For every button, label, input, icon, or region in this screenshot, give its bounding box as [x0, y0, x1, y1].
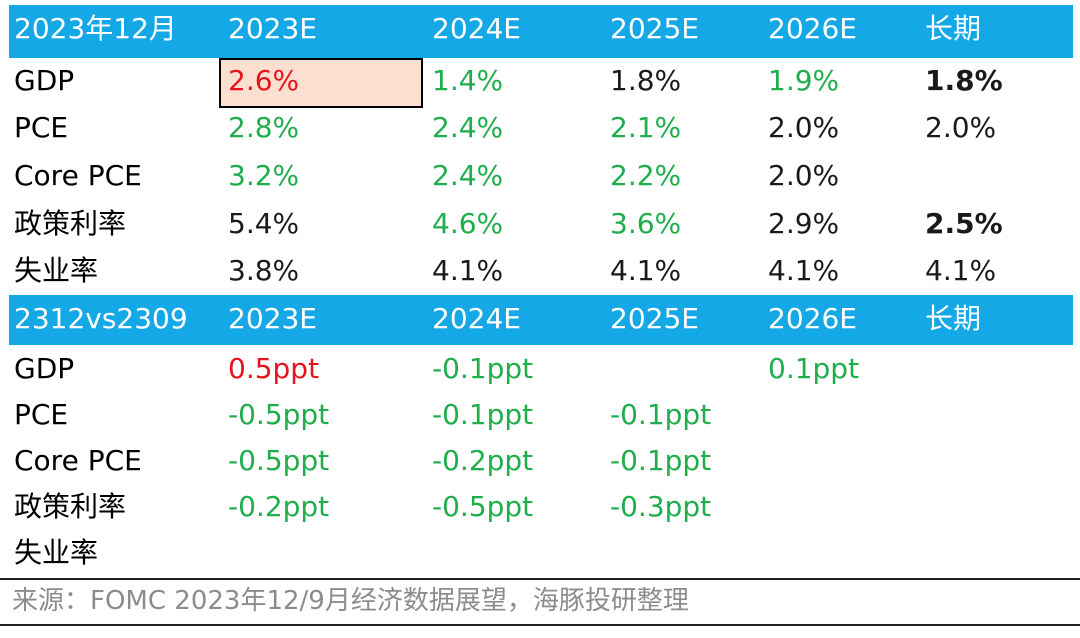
- table1-header-2024e: 2024E: [432, 12, 521, 45]
- table1-unemployment-longrun: 4.1%: [925, 254, 997, 287]
- table1-policy-rate-longrun: 2.5%: [925, 207, 1003, 240]
- table2-core-pce-2024e: -0.2ppt: [432, 444, 534, 477]
- table1-gdp-2023e: 2.6%: [228, 64, 300, 97]
- table1-gdp-longrun: 1.8%: [925, 64, 1003, 97]
- table2-header-bar: [9, 295, 1073, 345]
- table2-header-2025e: 2025E: [610, 302, 699, 335]
- table1-pce-longrun: 2.0%: [925, 111, 997, 144]
- source-bottom-rule: [0, 624, 1080, 626]
- table2-header-2023e: 2023E: [228, 302, 317, 335]
- table2-header-longrun: 长期: [925, 302, 982, 335]
- source-top-rule: [0, 578, 1080, 580]
- table1-pce-2023e: 2.8%: [228, 111, 300, 144]
- table1-gdp-2024e: 1.4%: [432, 64, 504, 97]
- table2-header-title: 2312vs2309: [14, 302, 188, 335]
- table1-header-title: 2023年12月: [14, 12, 177, 45]
- table2-pce-2023e: -0.5ppt: [228, 398, 330, 431]
- table2-policy-rate-2024e: -0.5ppt: [432, 490, 534, 523]
- table1-row-label-policy-rate: 政策利率: [14, 207, 127, 240]
- table2-policy-rate-2025e: -0.3ppt: [610, 490, 712, 523]
- table1-policy-rate-2025e: 3.6%: [610, 207, 682, 240]
- table2-row-label-policy-rate: 政策利率: [14, 490, 127, 523]
- table2-gdp-2023e: 0.5ppt: [228, 352, 320, 385]
- table1-unemployment-2026e: 4.1%: [768, 254, 840, 287]
- table1-gdp-2026e: 1.9%: [768, 64, 840, 97]
- table2-pce-2024e: -0.1ppt: [432, 398, 534, 431]
- table2-row-label-unemployment: 失业率: [14, 536, 99, 569]
- table1-header-bar: [9, 5, 1073, 58]
- table1-header-longrun: 长期: [925, 12, 982, 45]
- table1-policy-rate-2023e: 5.4%: [228, 207, 300, 240]
- table1-header-2023e: 2023E: [228, 12, 317, 45]
- table1-policy-rate-2026e: 2.9%: [768, 207, 840, 240]
- table1-pce-2024e: 2.4%: [432, 111, 504, 144]
- table1-unemployment-2023e: 3.8%: [228, 254, 300, 287]
- table2-pce-2025e: -0.1ppt: [610, 398, 712, 431]
- table1-core-pce-2023e: 3.2%: [228, 159, 300, 192]
- table1-header-2026e: 2026E: [768, 12, 857, 45]
- table2-row-label-pce: PCE: [14, 398, 69, 431]
- table2-header-2024e: 2024E: [432, 302, 521, 335]
- table1-header-2025e: 2025E: [610, 12, 699, 45]
- table1-core-pce-2025e: 2.2%: [610, 159, 682, 192]
- table2-row-label-gdp: GDP: [14, 352, 75, 385]
- table2-gdp-2026e: 0.1ppt: [768, 352, 860, 385]
- table1-row-label-pce: PCE: [14, 111, 69, 144]
- table1-row-label-unemployment: 失业率: [14, 254, 99, 287]
- table1-core-pce-2026e: 2.0%: [768, 159, 840, 192]
- table2-gdp-2024e: -0.1ppt: [432, 352, 534, 385]
- table1-pce-2025e: 2.1%: [610, 111, 682, 144]
- gdp-2023e-highlight-box: [219, 58, 423, 108]
- table2-header-2026e: 2026E: [768, 302, 857, 335]
- table1-unemployment-2025e: 4.1%: [610, 254, 682, 287]
- table2-core-pce-2025e: -0.1ppt: [610, 444, 712, 477]
- table1-unemployment-2024e: 4.1%: [432, 254, 504, 287]
- source-note: 来源：FOMC 2023年12/9月经济数据展望，海豚投研整理: [12, 586, 689, 616]
- table1-core-pce-2024e: 2.4%: [432, 159, 504, 192]
- table2-policy-rate-2023e: -0.2ppt: [228, 490, 330, 523]
- table1-pce-2026e: 2.0%: [768, 111, 840, 144]
- table2-core-pce-2023e: -0.5ppt: [228, 444, 330, 477]
- table1-row-label-core-pce: Core PCE: [14, 159, 142, 192]
- table1-policy-rate-2024e: 4.6%: [432, 207, 504, 240]
- table2-row-label-core-pce: Core PCE: [14, 444, 142, 477]
- table1-gdp-2025e: 1.8%: [610, 64, 682, 97]
- table1-row-label-gdp: GDP: [14, 64, 75, 97]
